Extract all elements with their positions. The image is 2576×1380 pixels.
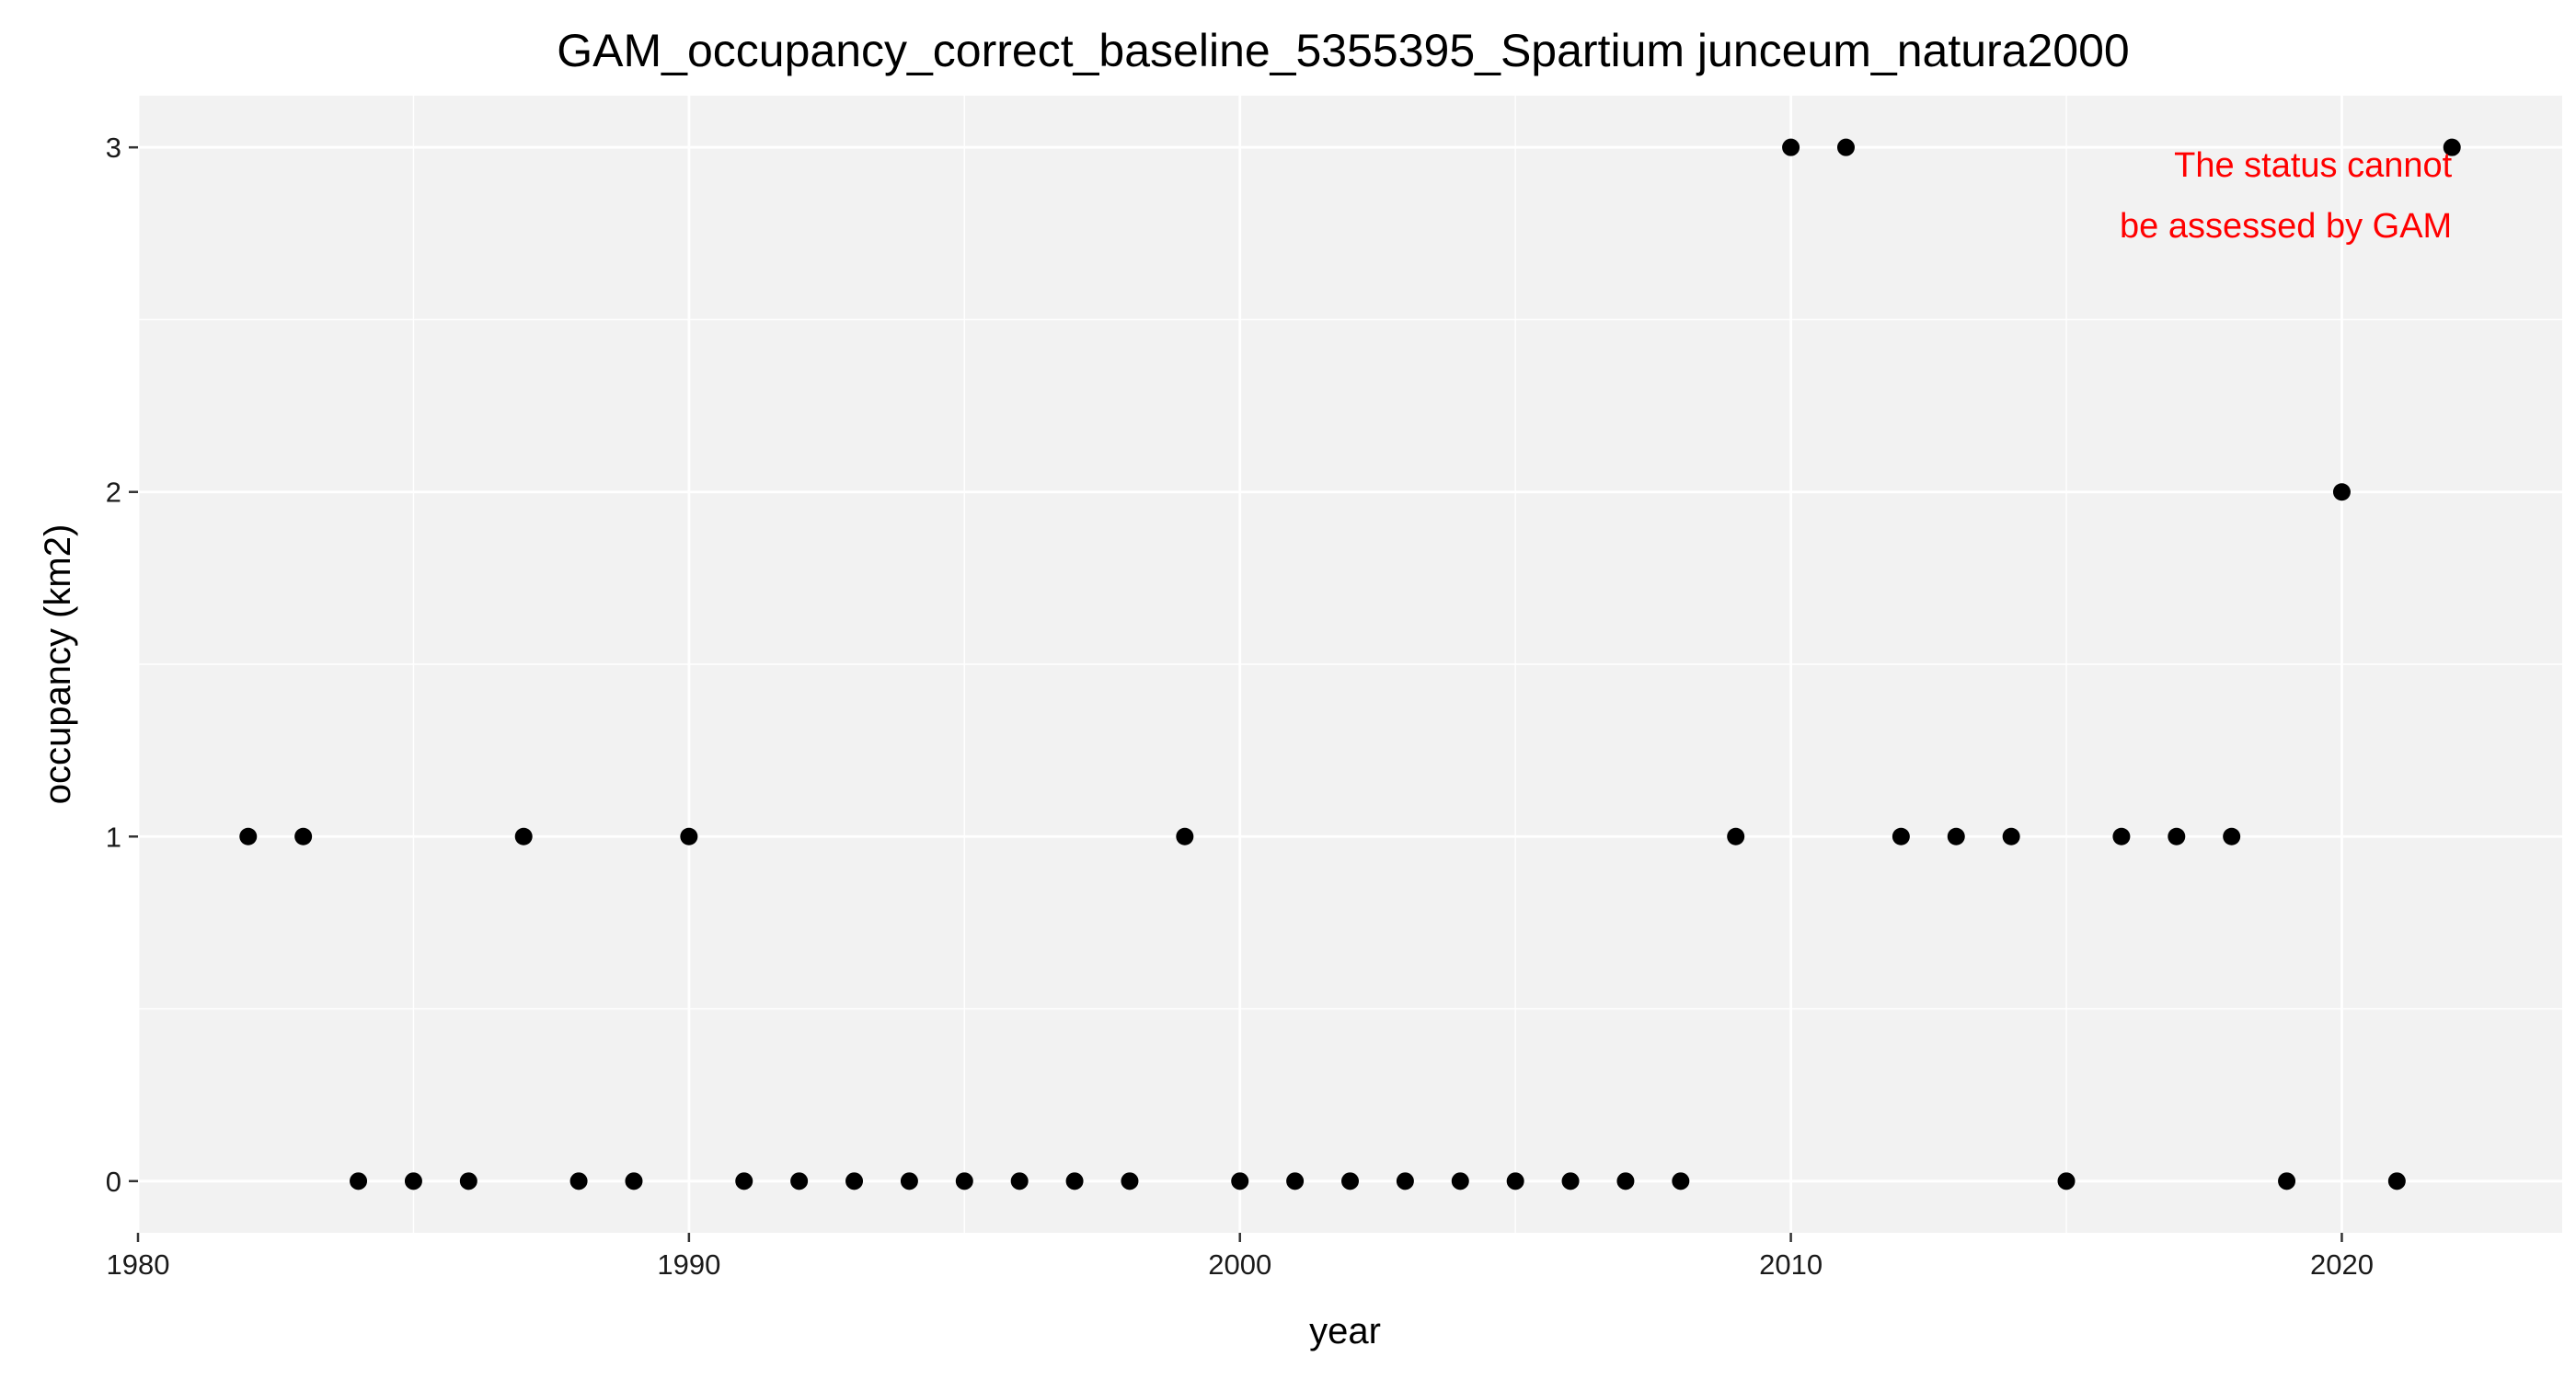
data-point xyxy=(1176,827,1194,845)
data-point xyxy=(900,1172,918,1190)
annotation-line: be assessed by GAM xyxy=(2120,207,2452,246)
data-point xyxy=(1396,1172,1414,1190)
data-point xyxy=(1892,827,1910,845)
data-point xyxy=(1836,138,1855,156)
data-point xyxy=(1506,1172,1524,1190)
data-point xyxy=(2223,827,2241,845)
x-tick-label: 2020 xyxy=(2310,1248,2374,1281)
data-point xyxy=(459,1172,477,1190)
data-points xyxy=(239,138,2461,1190)
chart-title: GAM_occupancy_correct_baseline_5355395_S… xyxy=(557,25,2129,76)
data-point xyxy=(2443,138,2461,156)
x-axis-title: year xyxy=(1309,1311,1381,1351)
x-tick-label: 1980 xyxy=(107,1248,170,1281)
data-point xyxy=(350,1172,368,1190)
data-point xyxy=(955,1172,973,1190)
data-point xyxy=(2057,1172,2076,1190)
y-tick-label: 3 xyxy=(106,132,121,164)
data-point xyxy=(1286,1172,1305,1190)
data-point xyxy=(1451,1172,1469,1190)
data-point xyxy=(1065,1172,1084,1190)
data-point xyxy=(1341,1172,1359,1190)
data-point xyxy=(2168,827,2186,845)
data-point xyxy=(2332,483,2351,501)
minor-gridlines xyxy=(138,96,2562,1233)
y-tick-label: 0 xyxy=(106,1166,121,1198)
data-point xyxy=(239,827,258,845)
x-tick-label: 1990 xyxy=(657,1248,720,1281)
x-tick-label: 2010 xyxy=(1759,1248,1823,1281)
data-point xyxy=(1010,1172,1029,1190)
data-point xyxy=(845,1172,864,1190)
y-axis-title: occupancy (km2) xyxy=(38,524,78,805)
data-point xyxy=(1121,1172,1139,1190)
data-point xyxy=(2387,1172,2406,1190)
data-point xyxy=(514,827,533,845)
data-point xyxy=(1231,1172,1249,1190)
x-tick-label: 2000 xyxy=(1208,1248,1271,1281)
data-point xyxy=(1561,1172,1580,1190)
y-tick-label: 2 xyxy=(106,477,121,509)
data-point xyxy=(625,1172,643,1190)
data-point xyxy=(790,1172,809,1190)
data-point xyxy=(569,1172,588,1190)
data-point xyxy=(294,827,313,845)
data-point xyxy=(404,1172,422,1190)
annotation: The status cannot be assessed by GAM xyxy=(2120,146,2453,246)
major-gridlines xyxy=(136,96,2562,1233)
annotation-line: The status cannot xyxy=(2174,146,2453,185)
data-point xyxy=(1782,138,1800,156)
y-tick-label: 1 xyxy=(106,821,121,853)
x-axis-ticks: 1980 1990 2000 2010 2020 xyxy=(107,1233,2374,1281)
data-point xyxy=(2278,1172,2296,1190)
data-point xyxy=(2002,827,2020,845)
y-axis-ticks: 0 1 2 3 xyxy=(106,132,138,1198)
data-point xyxy=(735,1172,753,1190)
data-point xyxy=(1616,1172,1635,1190)
data-point xyxy=(2112,827,2131,845)
data-point xyxy=(1947,827,1965,845)
data-point xyxy=(1727,827,1745,845)
data-point xyxy=(680,827,698,845)
data-point xyxy=(1672,1172,1690,1190)
